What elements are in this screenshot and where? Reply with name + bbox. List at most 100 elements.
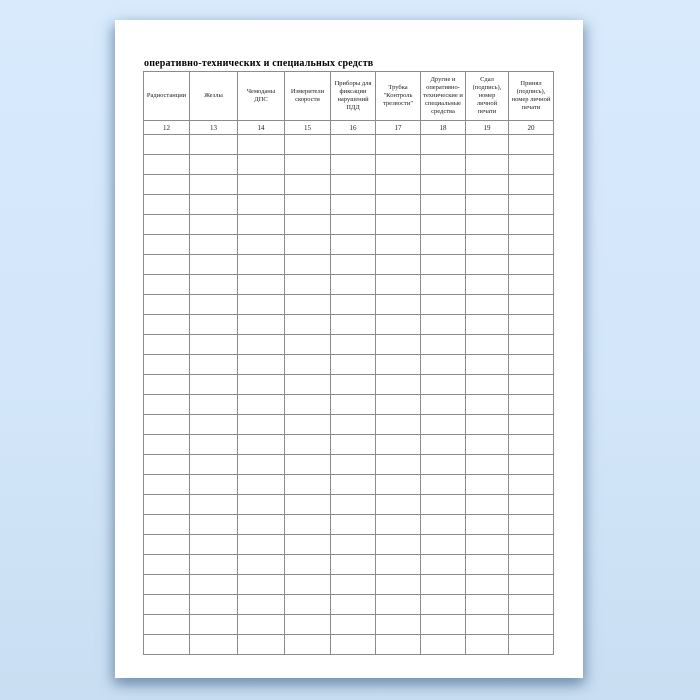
empty-cell bbox=[284, 174, 331, 195]
empty-cell bbox=[420, 234, 466, 255]
empty-cell bbox=[420, 154, 466, 175]
empty-cell bbox=[330, 354, 376, 375]
empty-data-row bbox=[143, 574, 554, 595]
empty-cell bbox=[143, 254, 190, 275]
empty-cell bbox=[189, 314, 238, 335]
empty-cell bbox=[508, 594, 554, 615]
empty-cell bbox=[330, 614, 376, 635]
empty-cell bbox=[284, 274, 331, 295]
empty-data-row bbox=[143, 174, 554, 195]
empty-data-row bbox=[143, 534, 554, 555]
empty-cell bbox=[237, 274, 285, 295]
column-number-cell: 19 bbox=[465, 120, 509, 135]
empty-cell bbox=[189, 354, 238, 375]
empty-cell bbox=[420, 294, 466, 315]
empty-cell bbox=[237, 314, 285, 335]
empty-cell bbox=[189, 214, 238, 235]
empty-cell bbox=[375, 594, 421, 615]
empty-cell bbox=[284, 314, 331, 335]
empty-cell bbox=[508, 374, 554, 395]
empty-cell bbox=[143, 394, 190, 415]
empty-cell bbox=[375, 214, 421, 235]
empty-cell bbox=[237, 234, 285, 255]
column-number-cell: 17 bbox=[375, 120, 421, 135]
empty-cell bbox=[330, 414, 376, 435]
empty-cell bbox=[284, 634, 331, 655]
empty-cell bbox=[189, 134, 238, 155]
empty-cell bbox=[375, 134, 421, 155]
empty-cell bbox=[375, 294, 421, 315]
empty-cell bbox=[330, 214, 376, 235]
empty-cell bbox=[189, 294, 238, 315]
empty-cell bbox=[237, 554, 285, 575]
empty-cell bbox=[237, 494, 285, 515]
empty-data-row bbox=[143, 194, 554, 215]
empty-cell bbox=[330, 454, 376, 475]
empty-cell bbox=[237, 394, 285, 415]
empty-cell bbox=[143, 434, 190, 455]
empty-cell bbox=[330, 294, 376, 315]
empty-data-row bbox=[143, 374, 554, 395]
empty-cell bbox=[375, 614, 421, 635]
empty-cell bbox=[284, 494, 331, 515]
empty-cell bbox=[330, 534, 376, 555]
empty-cell bbox=[508, 274, 554, 295]
empty-cell bbox=[143, 554, 190, 575]
empty-data-row bbox=[143, 454, 554, 475]
empty-cell bbox=[237, 154, 285, 175]
empty-cell bbox=[237, 434, 285, 455]
empty-cell bbox=[508, 354, 554, 375]
empty-data-row bbox=[143, 554, 554, 575]
empty-cell bbox=[237, 574, 285, 595]
empty-cell bbox=[237, 534, 285, 555]
empty-cell bbox=[237, 254, 285, 275]
column-number-cell: 12 bbox=[143, 120, 190, 135]
empty-cell bbox=[330, 314, 376, 335]
empty-cell bbox=[330, 374, 376, 395]
empty-cell bbox=[284, 194, 331, 215]
header-cell: Измерители скорости bbox=[284, 71, 331, 121]
empty-cell bbox=[143, 194, 190, 215]
empty-cell bbox=[143, 294, 190, 315]
empty-cell bbox=[508, 394, 554, 415]
empty-cell bbox=[189, 634, 238, 655]
empty-cell bbox=[465, 354, 509, 375]
empty-cell bbox=[330, 174, 376, 195]
empty-cell bbox=[508, 614, 554, 635]
empty-cell bbox=[330, 254, 376, 275]
empty-cell bbox=[237, 194, 285, 215]
empty-cell bbox=[375, 194, 421, 215]
empty-cell bbox=[330, 334, 376, 355]
empty-cell bbox=[143, 174, 190, 195]
empty-cell bbox=[284, 514, 331, 535]
empty-cell bbox=[420, 414, 466, 435]
empty-cell bbox=[508, 534, 554, 555]
empty-cell bbox=[237, 414, 285, 435]
empty-cell bbox=[330, 574, 376, 595]
empty-cell bbox=[465, 234, 509, 255]
empty-cell bbox=[189, 514, 238, 535]
empty-cell bbox=[375, 314, 421, 335]
empty-cell bbox=[508, 134, 554, 155]
document-title: оперативно-технических и специальных сре… bbox=[144, 58, 374, 69]
empty-cell bbox=[284, 614, 331, 635]
empty-cell bbox=[375, 554, 421, 575]
empty-data-row bbox=[143, 214, 554, 235]
empty-cell bbox=[465, 214, 509, 235]
empty-cell bbox=[465, 594, 509, 615]
empty-cell bbox=[143, 454, 190, 475]
empty-cell bbox=[508, 254, 554, 275]
empty-data-row bbox=[143, 634, 554, 655]
empty-cell bbox=[465, 174, 509, 195]
empty-cell bbox=[465, 454, 509, 475]
empty-cell bbox=[508, 434, 554, 455]
empty-cell bbox=[420, 214, 466, 235]
empty-cell bbox=[330, 594, 376, 615]
empty-cell bbox=[189, 554, 238, 575]
column-number-cell: 14 bbox=[237, 120, 285, 135]
empty-cell bbox=[508, 214, 554, 235]
empty-cell bbox=[189, 614, 238, 635]
empty-data-row bbox=[143, 234, 554, 255]
empty-cell bbox=[375, 514, 421, 535]
empty-cell bbox=[189, 454, 238, 475]
